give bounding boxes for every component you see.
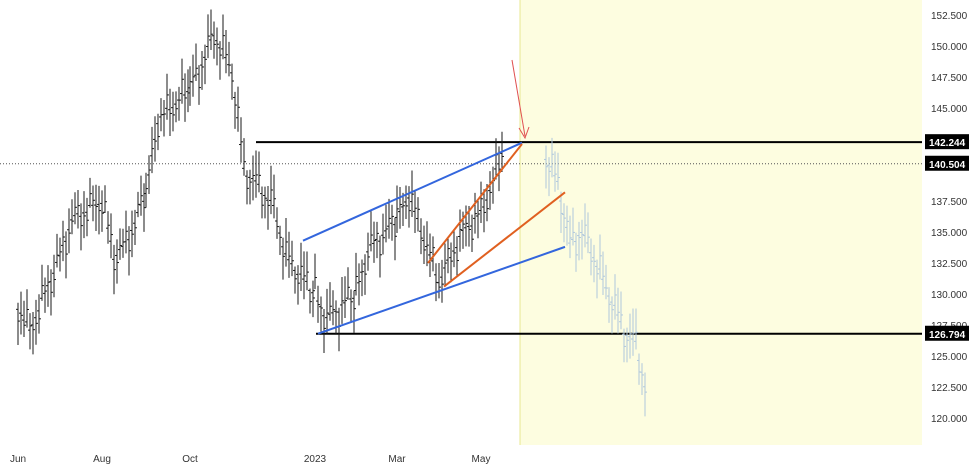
y-tick-label: 125.000	[931, 352, 968, 363]
arrow-annotation	[511, 59, 530, 140]
level-label: 142.244	[929, 138, 966, 149]
arrow-shaft	[511, 59, 526, 137]
x-tick-label: Jun	[10, 454, 26, 465]
y-tick-label: 130.000	[931, 290, 968, 301]
x-tick-label: Oct	[182, 454, 198, 465]
level-label-bg	[925, 325, 969, 341]
y-tick-label: 135.000	[931, 228, 968, 239]
trendline-wedge-lower	[443, 191, 566, 288]
projection-zone	[520, 0, 922, 445]
price-bars	[16, 9, 504, 355]
x-tick-label: 2023	[304, 454, 327, 465]
y-tick-label: 150.000	[931, 42, 968, 53]
level-label-bg	[925, 155, 969, 171]
projection-bars	[544, 137, 647, 417]
y-tick-label: 132.500	[931, 259, 968, 270]
x-tick-label: Aug	[93, 454, 111, 465]
y-tick-label: 120.000	[931, 414, 968, 425]
level-label: 140.504	[929, 160, 966, 171]
level-label: 126.794	[929, 330, 966, 341]
level-label-bg	[925, 134, 969, 150]
y-tick-label: 145.000	[931, 104, 968, 115]
trendline-channel-lower	[317, 245, 566, 335]
y-tick-label: 122.500	[931, 383, 968, 394]
trendline-channel-upper	[302, 141, 523, 242]
y-tick-label: 137.500	[931, 197, 968, 208]
y-tick-label: 147.500	[931, 73, 968, 84]
arrow-head	[518, 126, 530, 140]
x-tick-label: May	[472, 454, 491, 465]
x-tick-label: Mar	[388, 454, 406, 465]
y-tick-label: 152.500	[931, 11, 968, 22]
trendline-wedge-upper	[427, 143, 523, 264]
